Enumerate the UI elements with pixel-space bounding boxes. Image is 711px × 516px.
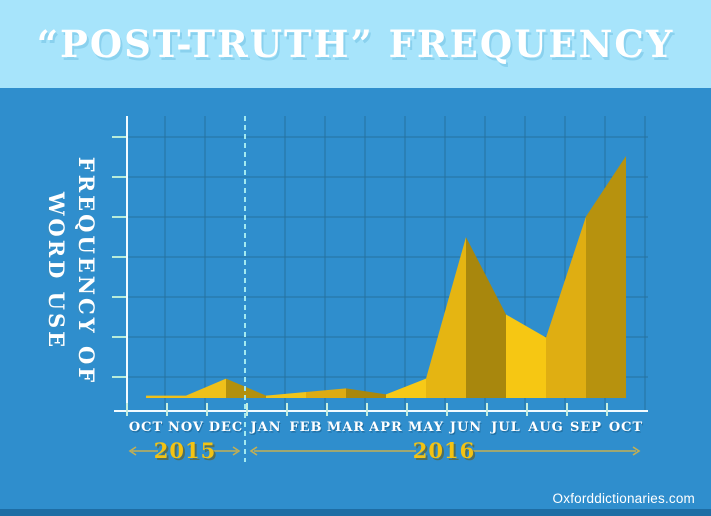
bottom-band [0, 509, 711, 516]
area-segment [386, 378, 426, 398]
area-series [146, 156, 626, 398]
year-arrows [128, 446, 641, 456]
area-segment [506, 314, 546, 398]
page-title: “POST-TRUTH” FREQUENCY [36, 22, 675, 66]
area-segment [586, 156, 626, 398]
area-segment [346, 388, 386, 398]
y-axis-label: FREQUENCY OF WORD USE [41, 156, 101, 386]
month-label: DEC [208, 420, 244, 435]
x-axis-ticks [126, 403, 608, 416]
year-label-2015: 2015 [153, 438, 217, 463]
y-axis-label-line1: FREQUENCY OF [74, 156, 99, 386]
y-axis-label-line2: WORD USE [44, 191, 69, 351]
month-label: OCT [128, 420, 164, 435]
month-label: JUL [491, 420, 521, 435]
month-label: MAR [326, 420, 366, 435]
area-segment [466, 237, 506, 398]
header-band: “POST-TRUTH” FREQUENCY [0, 0, 711, 88]
month-label: NOV [167, 420, 205, 435]
month-label: JAN [250, 420, 282, 435]
area-segment [306, 388, 346, 398]
footer-credit: Oxforddictionaries.com [552, 491, 695, 506]
area-segment [266, 391, 306, 398]
area-segment [546, 216, 586, 398]
month-label: SEP [569, 420, 603, 435]
month-label: AUG [528, 420, 564, 435]
area-segment [426, 237, 466, 398]
area-segment [186, 378, 226, 398]
y-axis-ticks [112, 136, 126, 378]
month-label: FEB [289, 420, 323, 435]
year-label-2016: 2016 [412, 438, 476, 463]
month-label: OCT [608, 420, 644, 435]
month-label: APR [369, 420, 403, 435]
axes [114, 116, 648, 412]
month-label: JUN [449, 420, 483, 435]
area-segment [146, 395, 186, 398]
month-label: MAY [407, 420, 445, 435]
